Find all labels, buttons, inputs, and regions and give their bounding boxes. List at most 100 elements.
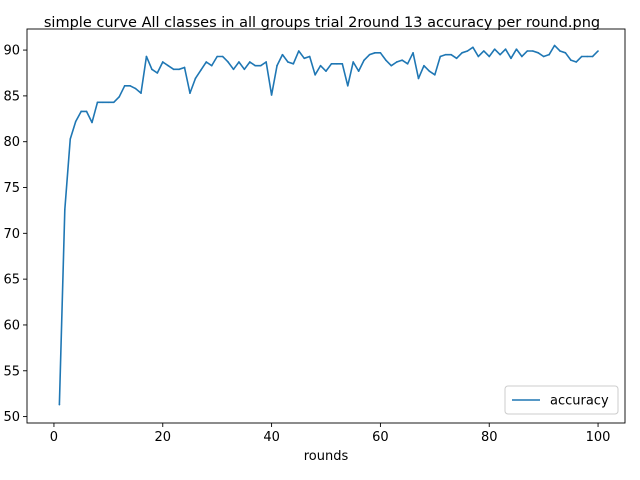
data-point [96, 101, 99, 104]
data-point [395, 61, 398, 63]
data-point [548, 53, 550, 56]
x-tick-label: 100 [586, 430, 611, 445]
data-point [167, 64, 170, 67]
data-point [151, 68, 153, 71]
y-tick-label: 55 [3, 364, 20, 379]
y-tick-label: 50 [3, 410, 20, 425]
data-point [488, 55, 491, 58]
data-point [499, 53, 501, 56]
data-point [412, 52, 414, 54]
data-point [276, 64, 278, 67]
y-tick-label: 65 [3, 273, 20, 288]
data-point [510, 57, 512, 60]
data-point [564, 52, 567, 54]
data-point [140, 92, 142, 94]
data-point [227, 61, 229, 63]
x-tick-label: 80 [481, 430, 498, 445]
data-point [559, 50, 561, 52]
data-point [341, 63, 344, 65]
data-point [189, 92, 191, 94]
data-point [434, 74, 436, 76]
plot-frame [26, 28, 626, 424]
data-point [330, 63, 333, 65]
data-point [183, 66, 186, 69]
data-point [129, 85, 131, 87]
data-point [493, 48, 496, 50]
data-point [216, 55, 218, 58]
data-point [200, 69, 202, 72]
data-point [270, 94, 273, 96]
data-point [325, 70, 327, 72]
data-point [303, 57, 306, 60]
data-point [466, 50, 469, 52]
data-point [265, 61, 267, 63]
data-point [531, 50, 534, 52]
legend: accuracy [504, 385, 619, 415]
data-point [482, 50, 485, 52]
data-point [461, 52, 463, 54]
x-tick-label: 20 [154, 430, 171, 445]
legend-label-accuracy: accuracy [550, 394, 609, 409]
data-point [221, 55, 224, 58]
data-point [314, 74, 316, 76]
y-tick-label: 70 [3, 227, 20, 242]
data-point [281, 53, 284, 56]
data-point [553, 44, 556, 47]
data-point [102, 101, 104, 104]
x-tick-label: 60 [372, 430, 389, 445]
data-point [504, 48, 507, 50]
y-tick-label: 75 [3, 181, 20, 196]
data-point [385, 59, 387, 61]
data-point [537, 52, 540, 54]
data-point [417, 77, 420, 80]
data-point [406, 63, 409, 65]
legend-box [504, 385, 619, 415]
data-point [156, 72, 159, 74]
data-point [570, 59, 572, 61]
x-tick-label: 0 [50, 430, 58, 445]
data-point [439, 55, 442, 58]
data-point [352, 61, 355, 63]
data-point [243, 68, 246, 71]
data-point [597, 50, 599, 52]
x-axis-label: rounds [304, 449, 349, 464]
data-point [374, 52, 376, 54]
data-point [145, 55, 148, 58]
x-tick-label: 40 [263, 430, 280, 445]
data-point [210, 64, 213, 67]
data-point [238, 61, 240, 63]
data-point [379, 52, 382, 54]
data-point [346, 85, 349, 87]
y-tick-label: 85 [3, 89, 20, 104]
data-point [232, 68, 235, 71]
data-point [178, 68, 180, 71]
data-point [477, 55, 480, 58]
y-tick-label: 90 [3, 44, 20, 59]
data-point [64, 208, 66, 211]
data-point [194, 77, 197, 80]
data-point [542, 55, 545, 58]
y-tick-label: 60 [3, 318, 20, 333]
data-point [118, 96, 121, 98]
data-point [515, 48, 518, 50]
data-point [107, 101, 110, 104]
data-point [575, 61, 578, 63]
data-point [69, 138, 72, 140]
data-point [368, 53, 371, 56]
data-point [586, 55, 588, 58]
data-point [580, 55, 583, 58]
data-point [123, 85, 126, 87]
data-point [357, 70, 360, 72]
data-point [287, 61, 289, 63]
series-line-accuracy [58, 44, 599, 405]
data-point [161, 61, 164, 63]
data-point [390, 64, 393, 67]
data-point [297, 50, 300, 52]
y-tick-label: 80 [3, 135, 20, 150]
data-point [401, 59, 403, 61]
data-point [80, 110, 82, 113]
data-point [472, 46, 474, 49]
data-point [205, 61, 208, 63]
data-point [134, 87, 137, 90]
